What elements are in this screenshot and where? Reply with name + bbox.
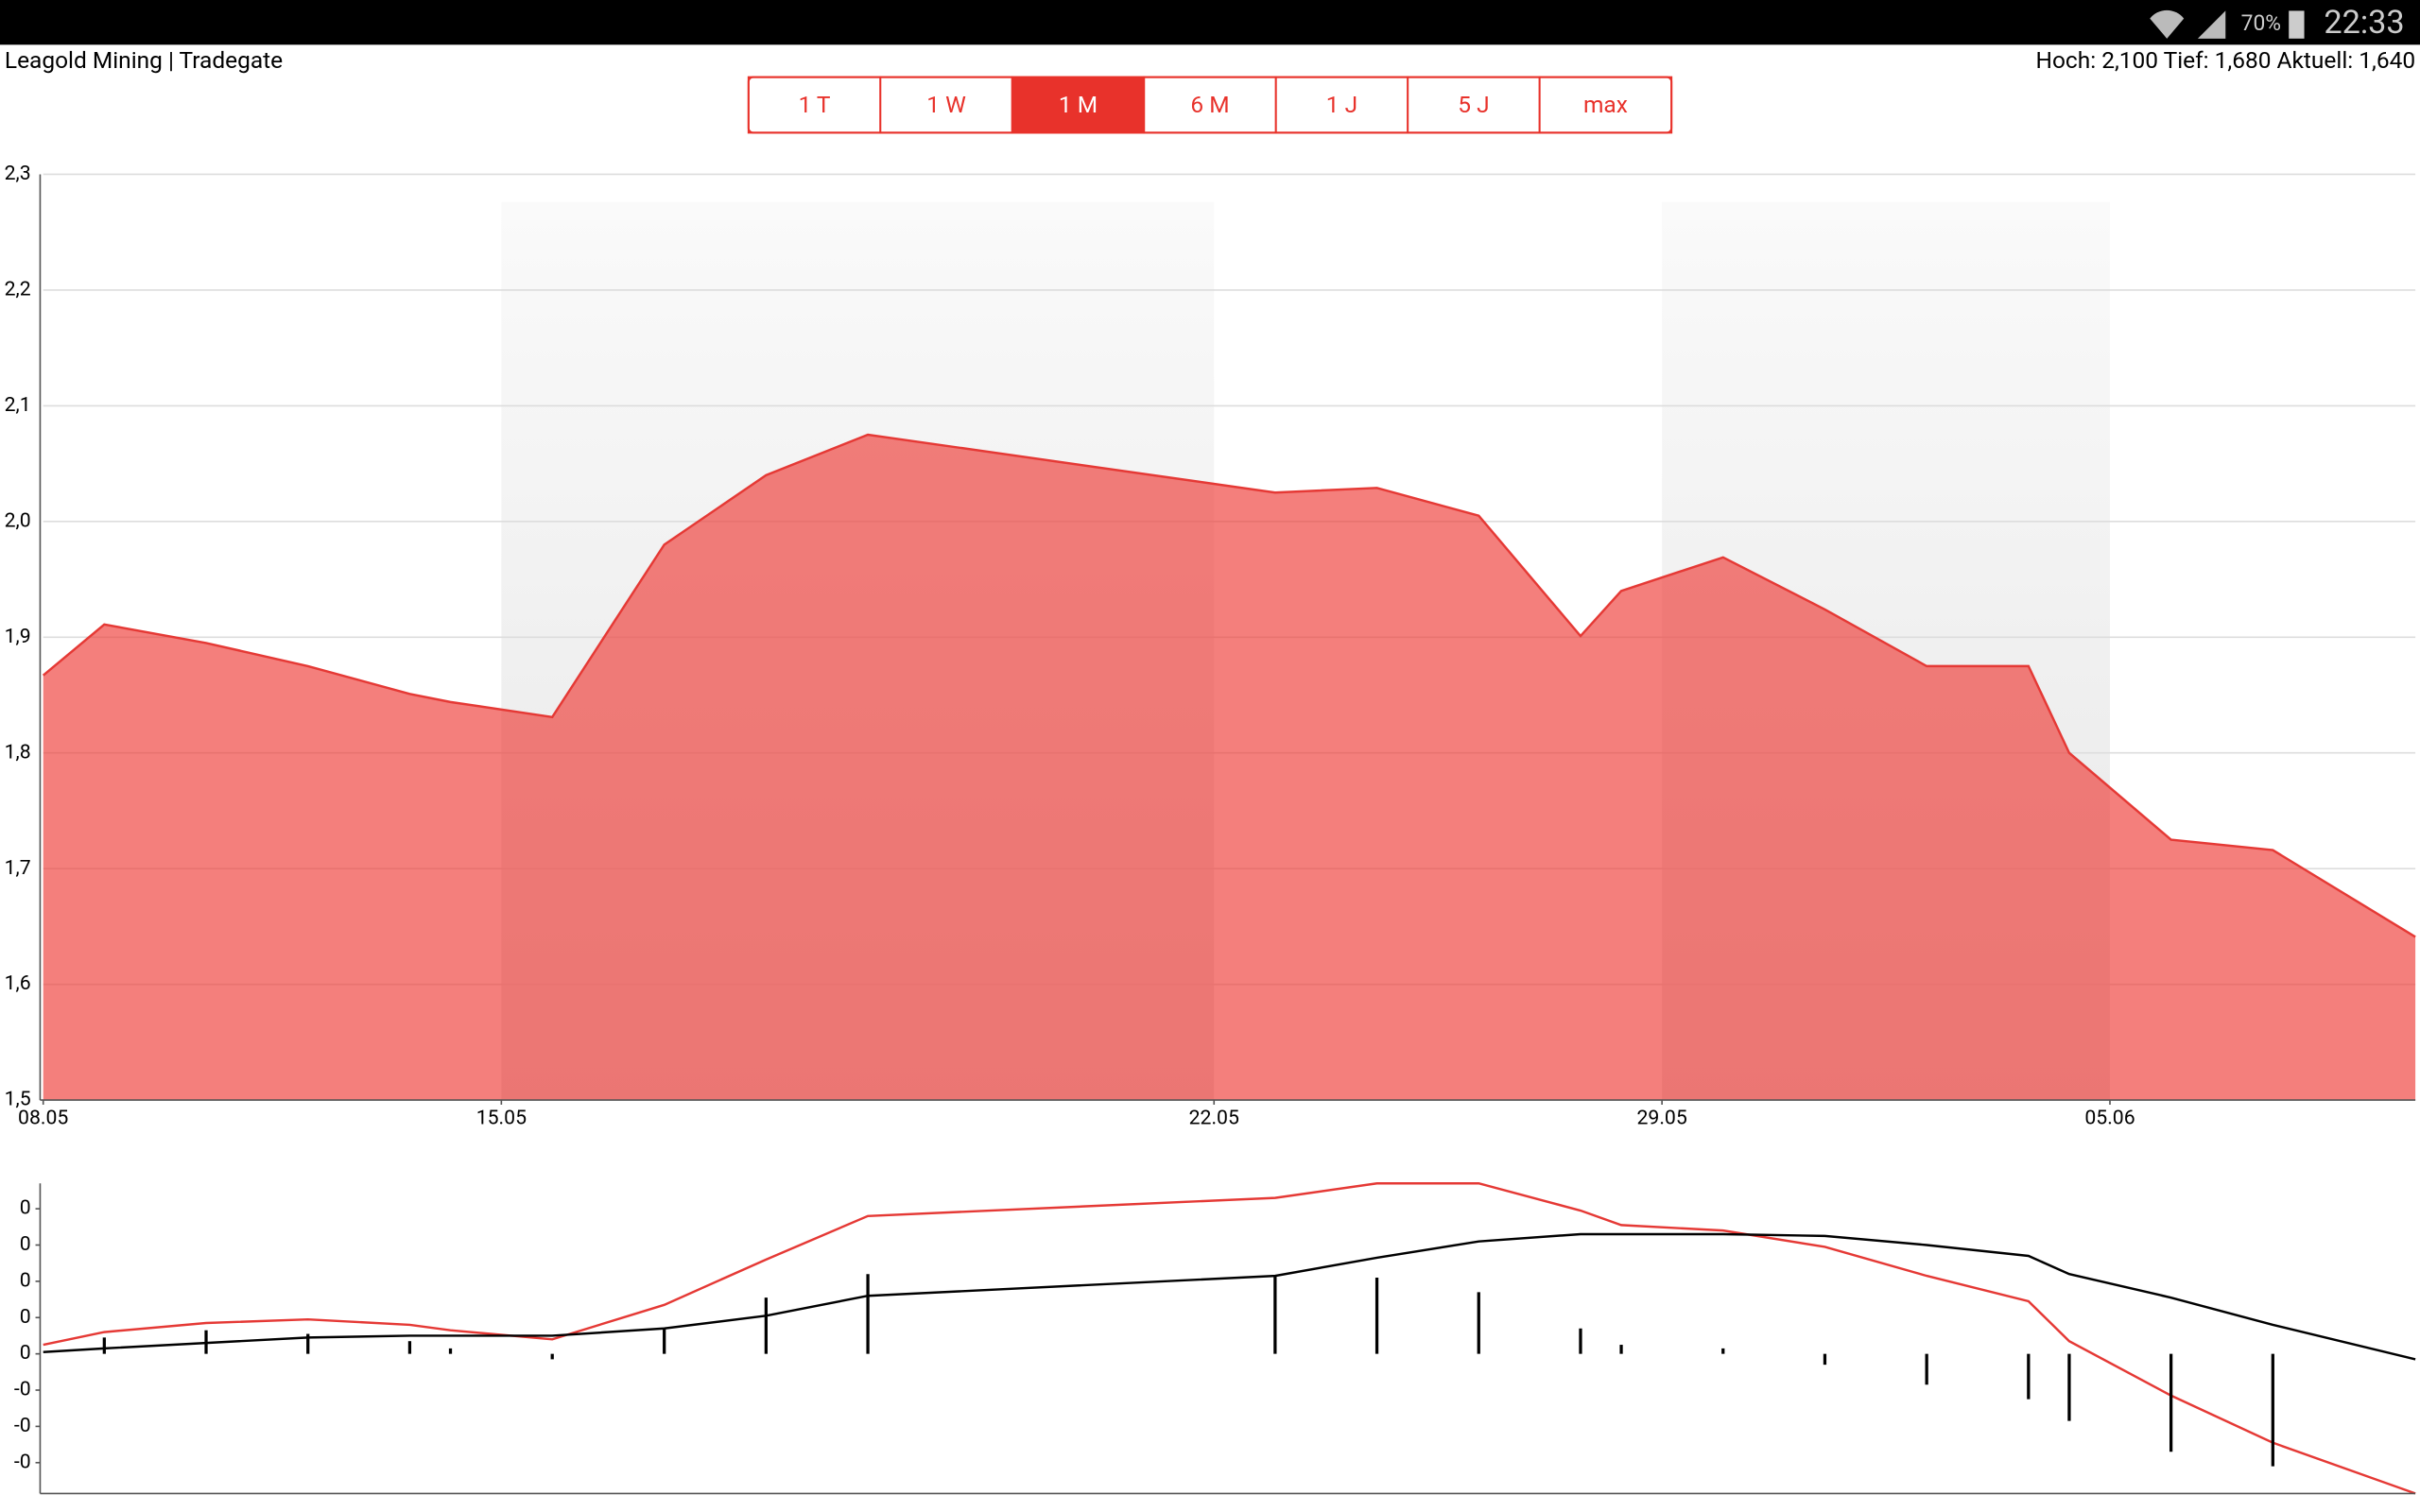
x-tick-label: 08.05: [18, 1106, 68, 1129]
y-tick-label: 2,2: [5, 278, 31, 301]
y-tick-label: 0: [20, 1305, 31, 1329]
y-tick-label: 2,1: [5, 393, 31, 417]
range-selector: 1 T 1 W 1 M 6 M 1 J 5 J max: [747, 76, 1673, 134]
indicator-line: [43, 1232, 2416, 1361]
y-tick-label: 1,7: [5, 856, 31, 880]
clock: 22:33: [2324, 4, 2404, 42]
range-button[interactable]: [1407, 76, 1541, 134]
x-tick-label: 29.05: [1636, 1106, 1686, 1129]
wifi-icon: [2150, 9, 2185, 39]
y-tick-label: 1,5: [5, 1088, 31, 1111]
y-tick-label: 2,3: [5, 162, 31, 185]
range-border: [747, 76, 1673, 134]
range-button[interactable]: [747, 76, 882, 134]
range-button-label[interactable]: 5 J: [1458, 91, 1489, 118]
range-button-label[interactable]: 1 J: [1326, 91, 1357, 118]
range-button[interactable]: [1143, 76, 1277, 134]
y-tick-label: 0: [20, 1232, 31, 1256]
y-tick-label: 1,9: [5, 625, 31, 648]
range-button-label[interactable]: 6 M: [1190, 91, 1229, 118]
range-button-label[interactable]: max: [1583, 91, 1628, 118]
indicator-chart: 0 0 0 0 0 -0 -0 -0: [14, 1182, 2416, 1495]
x-tick-label: 22.05: [1189, 1106, 1239, 1129]
price-stats: Hoch: 2,100 Tief: 1,680 Aktuell: 1,640: [2036, 46, 2416, 74]
battery-level: 70%: [2241, 10, 2281, 36]
price-area: [43, 435, 2416, 1101]
y-tick-label: -0: [14, 1450, 31, 1473]
indicator-line: [43, 1182, 2416, 1495]
y-tick-label: 1,6: [5, 971, 31, 995]
price-chart: 1,5 1,6 1,7 1,8 1,9 2,0 2,1 2,2 2,3 08.05 15.05 22.…: [5, 162, 2416, 1129]
y-tick-label: -0: [14, 1378, 31, 1401]
y-tick-label: 2,0: [5, 508, 31, 532]
range-button-label[interactable]: 1 M: [1059, 91, 1098, 118]
y-tick-label: 0: [20, 1268, 31, 1292]
y-tick-label: 0: [20, 1196, 31, 1220]
price-line: [42, 433, 2416, 938]
y-tick-label: -0: [14, 1414, 31, 1437]
range-button-label[interactable]: 1 T: [799, 91, 831, 118]
status-bar: [0, 0, 2420, 45]
y-tick-label: 1,8: [5, 740, 31, 764]
x-tick-label: 05.06: [2084, 1106, 2135, 1129]
range-button-label[interactable]: 1 W: [926, 91, 966, 118]
x-tick-label: 15.05: [476, 1106, 527, 1129]
instrument-title: Leagold Mining | Tradegate: [5, 46, 283, 74]
y-tick-label: 0: [20, 1341, 31, 1365]
battery-icon: [2289, 10, 2305, 39]
